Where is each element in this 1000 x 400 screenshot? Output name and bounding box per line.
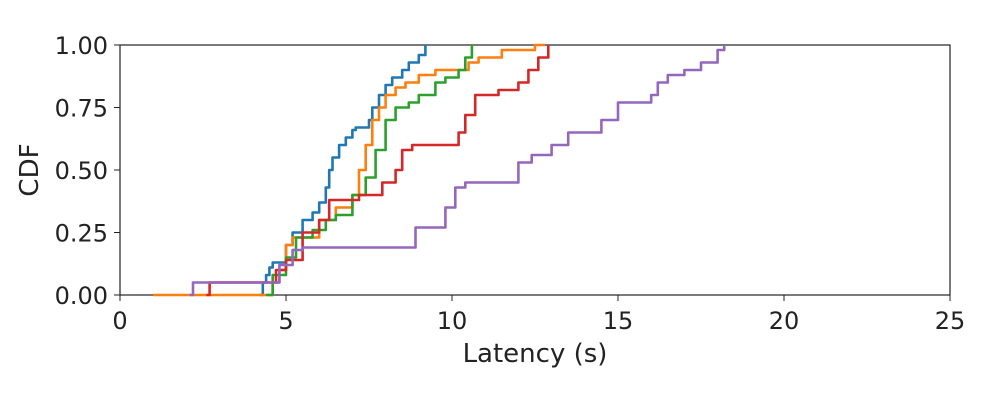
x-tick-label: 5 <box>278 307 293 335</box>
series-line-1 <box>259 45 427 297</box>
y-tick-label: 0.00 <box>55 282 108 310</box>
y-axis-ticks: 0.00 0.25 0.50 0.75 1.00 <box>55 32 120 310</box>
x-tick-label: 20 <box>769 307 800 335</box>
y-tick-label: 0.50 <box>55 157 108 185</box>
series-line-5 <box>189 45 726 297</box>
y-axis-title: CDF <box>15 143 45 196</box>
x-tick-label: 25 <box>935 307 966 335</box>
y-tick-label: 1.00 <box>55 32 108 60</box>
x-tick-label: 10 <box>437 307 468 335</box>
series-layer <box>153 43 726 297</box>
x-tick-label: 0 <box>112 307 127 335</box>
x-tick-label: 15 <box>603 307 634 335</box>
x-axis-ticks: 0 5 10 15 20 25 <box>112 295 965 335</box>
y-tick-label: 0.25 <box>55 220 108 248</box>
series-line-4 <box>206 45 550 297</box>
series-line-3 <box>266 45 474 297</box>
x-axis-title: Latency (s) <box>463 339 608 369</box>
plot-area <box>119 44 951 296</box>
y-tick-label: 0.75 <box>55 95 108 123</box>
series-line-2 <box>153 43 545 297</box>
